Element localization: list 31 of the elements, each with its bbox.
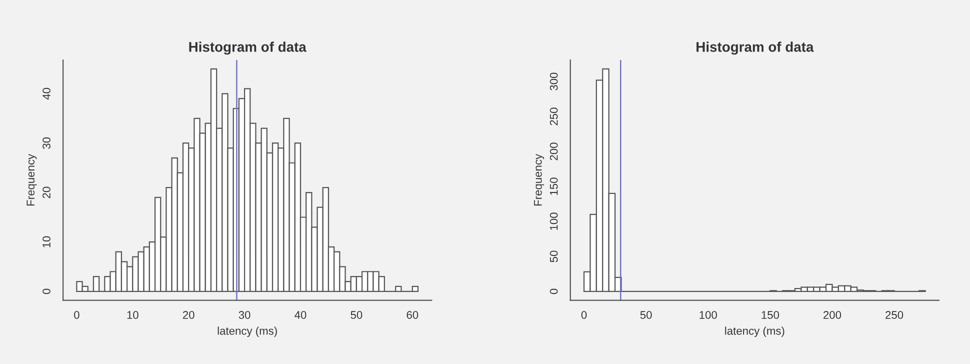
x-tick-label: 50	[350, 311, 362, 319]
x-tick-label: 10	[127, 311, 138, 319]
y-tick-label: 150	[550, 178, 558, 195]
y-tick-label: 200	[550, 142, 558, 160]
x-tick-label: 60	[406, 311, 418, 319]
x-tick-label: 0	[74, 311, 80, 319]
x-axis-title: latency (ms)	[218, 326, 277, 337]
x-tick-label: 100	[700, 311, 717, 319]
x-tick-label: 250	[886, 311, 904, 319]
y-tick-label: 30	[42, 137, 50, 149]
y-tick-label: 20	[42, 186, 50, 198]
x-tick-label: 200	[824, 311, 842, 319]
x-tick-label: 150	[762, 311, 780, 319]
x-tick-label: 30	[238, 311, 250, 319]
y-tick-label: 100	[550, 212, 558, 230]
y-tick-label: 0	[42, 288, 50, 294]
x-tick-label: 40	[294, 311, 306, 319]
y-tick-label: 0	[550, 288, 558, 294]
x-tick-label: 20	[182, 311, 194, 319]
y-tick-label: 50	[550, 250, 558, 262]
y-axis-title: Frequency	[26, 154, 37, 206]
y-tick-label: 250	[550, 108, 558, 126]
y-axis-title: Frequency	[534, 154, 544, 206]
y-tick-label: 40	[42, 88, 50, 100]
y-tick-label: 300	[550, 72, 558, 90]
chart-title: Histogram of data	[189, 42, 306, 55]
chart-title: Histogram of data	[696, 42, 814, 55]
x-axis-title: latency (ms)	[725, 326, 784, 337]
x-tick-label: 0	[581, 311, 587, 319]
x-tick-label: 50	[640, 311, 652, 319]
y-tick-label: 10	[42, 236, 50, 248]
